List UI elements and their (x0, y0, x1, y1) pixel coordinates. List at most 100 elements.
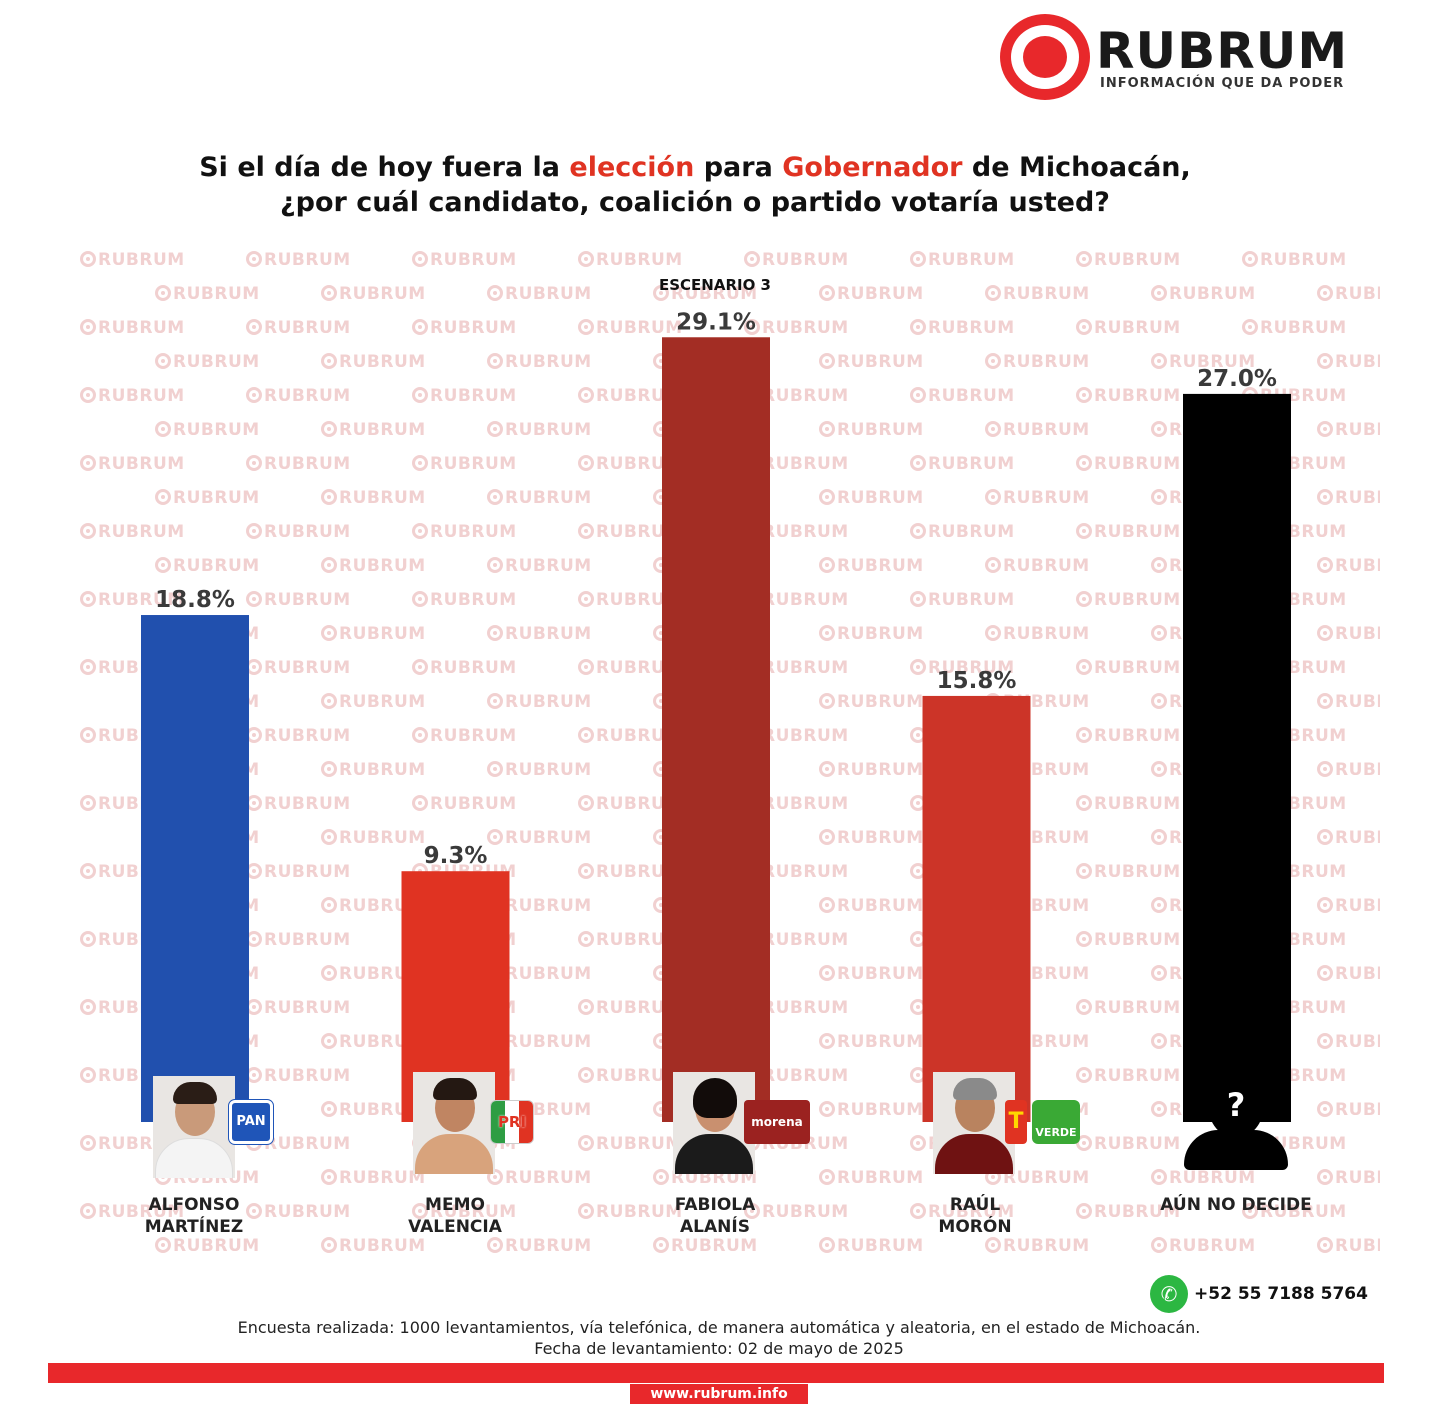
watermark-text: RUBRUM (487, 352, 592, 372)
watermark-text: RUBRUM (819, 1236, 924, 1256)
watermark-text: RUBRUM (819, 1168, 924, 1188)
watermark-text: RUBRUM (578, 998, 683, 1018)
watermark-text: RUBRUM (578, 318, 683, 338)
watermark-text: RUBRUM (653, 284, 758, 304)
watermark-text: RUBRUM (578, 1134, 683, 1154)
watermark-text: RUBRUM (1317, 1168, 1380, 1188)
watermark-text: RUBRUM (1317, 1236, 1380, 1256)
watermark-text: RUBRUM (985, 284, 1090, 304)
watermark-text: RUBRUM (578, 794, 683, 814)
watermark-text: RUBRUM (578, 522, 683, 542)
watermark-text: RUBRUM (80, 590, 185, 610)
rubrum-logo: RUBRUM INFORMACIÓN QUE DA PODER (1000, 14, 1380, 104)
watermark-text: RUBRUM (910, 318, 1015, 338)
watermark-text: RUBRUM (1076, 250, 1181, 270)
watermark-text: RUBRUM (1317, 964, 1380, 984)
watermark-text: RUBRUM (1076, 454, 1181, 474)
contact-phone[interactable]: +52 55 7188 5764 (1194, 1284, 1368, 1304)
watermark-text: RUBRUM (1317, 1032, 1380, 1052)
watermark-text: RUBRUM (412, 522, 517, 542)
watermark-text: RUBRUM (819, 1032, 924, 1052)
watermark-text: RUBRUM (412, 386, 517, 406)
watermark-text: RUBRUM (1076, 1202, 1181, 1222)
data-label-4: 15.8% (937, 668, 1017, 694)
watermark-text: RUBRUM (1317, 1100, 1380, 1120)
watermark-text: RUBRUM (910, 250, 1015, 270)
watermark-text: RUBRUM (578, 386, 683, 406)
watermark-text: RUBRUM (1317, 488, 1380, 508)
watermark-text: RUBRUM (1242, 1202, 1347, 1222)
watermark-text: RUBRUM (1317, 352, 1380, 372)
watermark-text: RUBRUM (1151, 1236, 1256, 1256)
chart-subtitle: ESCENARIO 3 (658, 276, 771, 294)
watermark-text: RUBRUM (155, 420, 260, 440)
candidate-photo-memo (413, 1072, 495, 1174)
title-line-2: ¿por cuál candidato, coalición o partido… (280, 187, 1110, 218)
website-link[interactable]: www.rubrum.info (630, 1384, 808, 1404)
candidate-photo-alfonso (153, 1076, 235, 1178)
watermark-text: RUBRUM (578, 658, 683, 678)
watermark-text: RUBRUM (910, 522, 1015, 542)
watermark-text: RUBRUM (80, 318, 185, 338)
watermark-text: RUBRUM (819, 760, 924, 780)
verde-logo-icon: VERDE (1032, 1100, 1080, 1144)
watermark-text: RUBRUM (155, 284, 260, 304)
logo-wordmark: RUBRUM (1096, 22, 1349, 80)
footer-url-wrap: www.rubrum.info (0, 1383, 1438, 1404)
footer-bar (48, 1363, 1384, 1383)
watermark-text: RUBRUM (985, 420, 1090, 440)
watermark-text: RUBRUM (1076, 726, 1181, 746)
title-highlight-governor: Gobernador (782, 152, 963, 183)
bar-5 (1183, 393, 1291, 1122)
watermark-text: RUBRUM (1076, 794, 1181, 814)
watermark-text: RUBRUM (819, 896, 924, 916)
watermark-text: RUBRUM (1317, 760, 1380, 780)
watermark-text: RUBRUM (1317, 896, 1380, 916)
watermark-text: RUBRUM (155, 488, 260, 508)
watermark-text: RUBRUM (910, 386, 1015, 406)
watermark-text: RUBRUM (578, 454, 683, 474)
watermark-text: RUBRUM (321, 420, 426, 440)
candidate-photo-raul (933, 1072, 1015, 1174)
watermark-text: RUBRUM (1076, 862, 1181, 882)
watermark-text: RUBRUM (246, 590, 351, 610)
watermark-text: RUBRUM (1076, 1066, 1181, 1086)
watermark-text: RUBRUM (80, 454, 185, 474)
watermark-text: RUBRUM (819, 488, 924, 508)
watermark-text: RUBRUM (578, 726, 683, 746)
candidate-photo-fabiola (673, 1072, 755, 1174)
watermark-text: RUBRUM (487, 1168, 592, 1188)
watermark-text: RUBRUM (321, 692, 426, 712)
watermark-text: RUBRUM (487, 692, 592, 712)
watermark-text: RUBRUM (910, 1202, 1015, 1222)
watermark-text: RUBRUM (321, 556, 426, 576)
watermark-text: RUBRUM (1317, 828, 1380, 848)
watermark-text: RUBRUM (985, 1168, 1090, 1188)
watermark-text: RUBRUM (412, 250, 517, 270)
candidate-name-alfonso: ALFONSO MARTÍNEZ (144, 1195, 244, 1237)
watermark-text: RUBRUM (487, 828, 592, 848)
watermark-text: RUBRUM (1151, 284, 1256, 304)
watermark-text: RUBRUM (578, 1202, 683, 1222)
watermark-text: RUBRUM (744, 1202, 849, 1222)
watermark-text: RUBRUM (578, 250, 683, 270)
survey-date-note: Fecha de levantamiento: 02 de mayo de 20… (534, 1339, 904, 1358)
watermark-text: RUBRUM (321, 284, 426, 304)
watermark-text: RUBRUM (155, 352, 260, 372)
watermark-text: RUBRUM (1076, 658, 1181, 678)
watermark-text: RUBRUM (819, 420, 924, 440)
watermark-text: RUBRUM (985, 1236, 1090, 1256)
watermark-text: RUBRUM (487, 556, 592, 576)
watermark-text: RUBRUM (246, 522, 351, 542)
watermark-text: RUBRUM (1317, 284, 1380, 304)
watermark-text: RUBRUM (1317, 692, 1380, 712)
watermark-text: RUBRUM (910, 590, 1015, 610)
watermark-text: RUBRUM (321, 488, 426, 508)
morena-logo-icon: morena (744, 1100, 810, 1144)
watermark-text: RUBRUM (487, 1236, 592, 1256)
watermark-text: RUBRUM (487, 488, 592, 508)
watermark-text: RUBRUM (985, 556, 1090, 576)
watermark-text: RUBRUM (246, 250, 351, 270)
watermark-text: RUBRUM (1317, 420, 1380, 440)
whatsapp-icon[interactable]: ✆ (1150, 1275, 1188, 1313)
